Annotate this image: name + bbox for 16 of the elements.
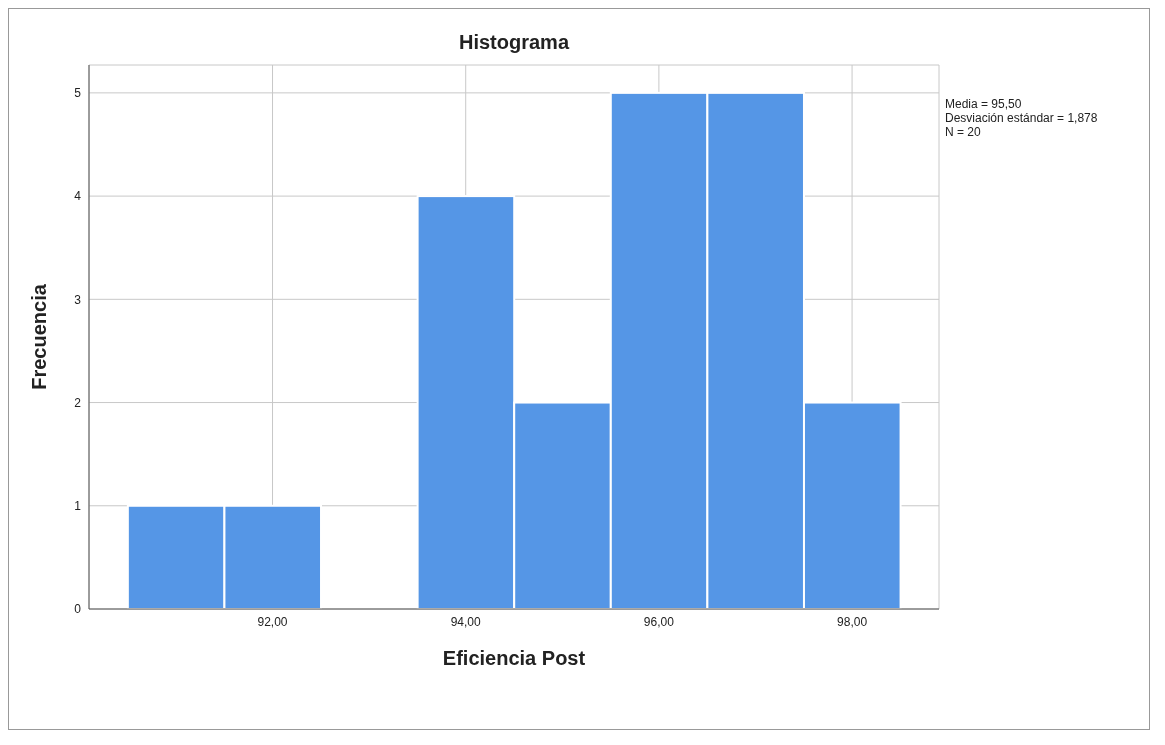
x-tick-label: 96,00 xyxy=(643,614,675,629)
y-tick-label: 1 xyxy=(74,499,82,514)
y-tick-label: 5 xyxy=(74,86,82,101)
y-tick-label: 4 xyxy=(74,189,82,204)
y-tick-label: 2 xyxy=(74,395,82,410)
text: Media = 95,50 xyxy=(945,97,1023,111)
chart-title: Histograma xyxy=(458,31,571,54)
y-tick-label: 0 xyxy=(74,602,82,617)
text: N = 20 xyxy=(945,125,982,139)
x-axis-title: Eficiencia Post xyxy=(442,647,586,669)
x-tick-label: 92,00 xyxy=(257,614,288,629)
text: Desviación estándar = 1,878 xyxy=(945,111,1098,125)
y-tick-label: 3 xyxy=(74,292,82,307)
x-tick-label: 98,00 xyxy=(837,614,868,629)
y-axis-title: Frecuencia xyxy=(28,283,51,390)
x-tick-label: 94,00 xyxy=(450,614,482,629)
